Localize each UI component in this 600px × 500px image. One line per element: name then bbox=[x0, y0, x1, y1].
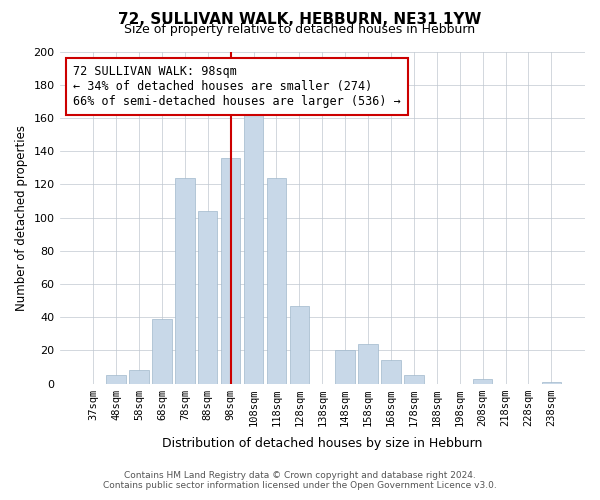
Bar bbox=[381, 360, 401, 384]
Text: 72 SULLIVAN WALK: 98sqm
← 34% of detached houses are smaller (274)
66% of semi-d: 72 SULLIVAN WALK: 98sqm ← 34% of detache… bbox=[73, 65, 400, 108]
Bar bbox=[473, 378, 493, 384]
Bar bbox=[404, 375, 424, 384]
X-axis label: Distribution of detached houses by size in Hebburn: Distribution of detached houses by size … bbox=[162, 437, 482, 450]
Bar bbox=[267, 178, 286, 384]
Text: Contains HM Land Registry data © Crown copyright and database right 2024.
Contai: Contains HM Land Registry data © Crown c… bbox=[103, 470, 497, 490]
Bar bbox=[152, 319, 172, 384]
Bar bbox=[221, 158, 241, 384]
Bar bbox=[198, 211, 217, 384]
Text: 72, SULLIVAN WALK, HEBBURN, NE31 1YW: 72, SULLIVAN WALK, HEBBURN, NE31 1YW bbox=[118, 12, 482, 28]
Bar bbox=[290, 306, 309, 384]
Text: Size of property relative to detached houses in Hebburn: Size of property relative to detached ho… bbox=[124, 22, 476, 36]
Bar bbox=[129, 370, 149, 384]
Bar bbox=[542, 382, 561, 384]
Bar bbox=[244, 110, 263, 384]
Bar bbox=[175, 178, 194, 384]
Bar bbox=[358, 344, 378, 384]
Y-axis label: Number of detached properties: Number of detached properties bbox=[15, 124, 28, 310]
Bar bbox=[106, 375, 126, 384]
Bar bbox=[335, 350, 355, 384]
